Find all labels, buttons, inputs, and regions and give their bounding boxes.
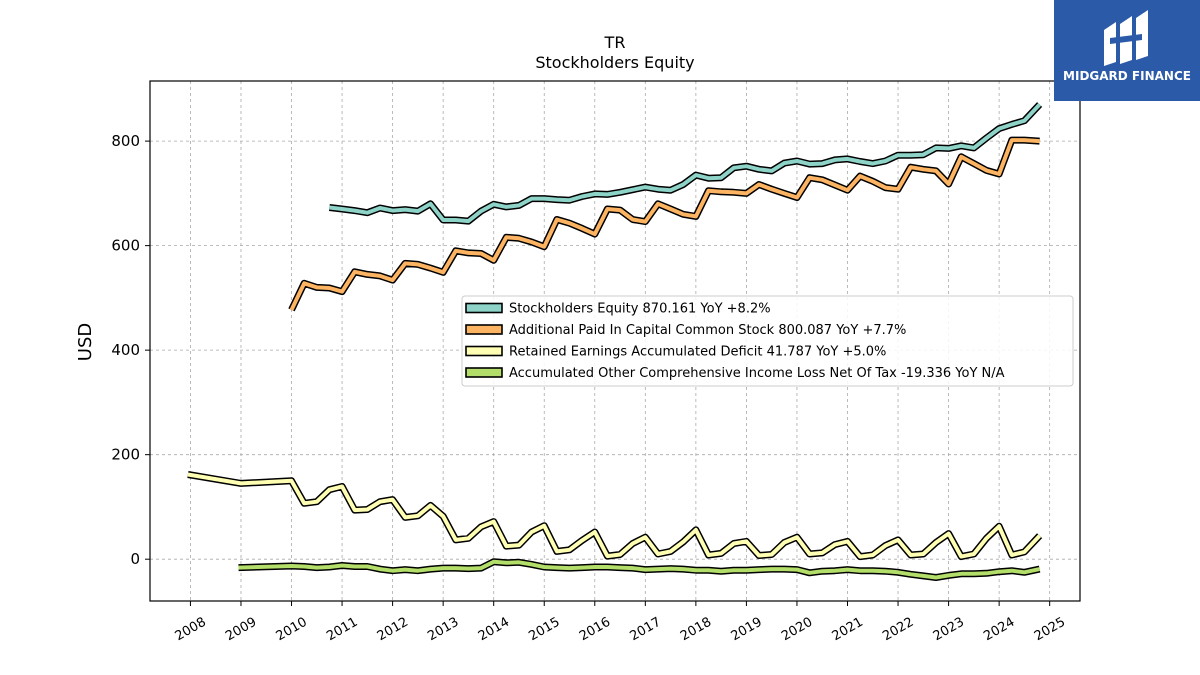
x-tick-label: 2016 xyxy=(577,615,613,645)
x-tick-label: 2013 xyxy=(425,615,461,645)
x-tick-label: 2008 xyxy=(173,615,209,645)
logo-text: MIDGARD FINANCE xyxy=(1063,69,1191,83)
legend-entry-3: Accumulated Other Comprehensive Income L… xyxy=(509,366,1005,381)
legend-swatch-3 xyxy=(465,367,503,378)
x-axis: 2008 2009 2010 2011 2012 2013 2014 2015 2016 2017… xyxy=(173,601,1068,644)
legend-entry-2: Retained Earnings Accumulated Deficit 41… xyxy=(509,345,886,360)
y-tick-label: 200 xyxy=(111,446,140,464)
x-tick-label: 2014 xyxy=(476,615,512,645)
y-axis-label: USD xyxy=(75,323,96,361)
x-tick-label: 2023 xyxy=(931,615,967,645)
x-tick-label: 2015 xyxy=(526,615,562,645)
x-tick-label: 2022 xyxy=(880,615,916,645)
y-tick-label: 800 xyxy=(111,132,140,150)
x-tick-label: 2018 xyxy=(678,615,714,645)
legend-entry-1: Additional Paid In Capital Common Stock … xyxy=(509,323,906,338)
legend: Stockholders Equity 870.161 YoY +8.2% Add… xyxy=(461,295,1074,387)
x-tick-label: 2020 xyxy=(779,615,815,645)
series-line-3 xyxy=(238,559,1041,580)
series-line-2 xyxy=(187,472,1042,559)
y-tick-label: 600 xyxy=(111,237,140,255)
logo-mark-icon xyxy=(1104,10,1148,66)
series-outline-1 xyxy=(288,136,1040,312)
chart-title: TR xyxy=(604,33,626,52)
x-tick-label: 2010 xyxy=(274,615,310,645)
series-line-1 xyxy=(289,138,1040,311)
y-tick-label: 0 xyxy=(130,550,140,568)
legend-box xyxy=(461,295,1074,387)
x-tick-label: 2012 xyxy=(375,615,411,645)
y-tick-label: 400 xyxy=(111,341,140,359)
legend-swatch-1 xyxy=(465,324,503,335)
x-tick-label: 2021 xyxy=(830,615,866,645)
x-tick-label: 2025 xyxy=(1032,615,1068,645)
legend-entry-0: Stockholders Equity 870.161 YoY +8.2% xyxy=(509,302,771,317)
series-outline-2 xyxy=(187,471,1043,561)
x-tick-label: 2009 xyxy=(223,615,259,645)
y-axis: 0 200 400 600 800 xyxy=(111,132,150,568)
plot-area-frame xyxy=(149,80,1081,602)
chart-subtitle: Stockholders Equity xyxy=(535,53,694,72)
series-line-0 xyxy=(329,103,1042,224)
midgard-finance-logo: MIDGARD FINANCE xyxy=(1054,0,1200,101)
x-tick-label: 2017 xyxy=(627,615,663,645)
legend-swatch-2 xyxy=(465,345,503,357)
x-tick-label: 2011 xyxy=(324,615,360,645)
series-lines xyxy=(187,102,1043,581)
x-tick-label: 2024 xyxy=(981,615,1017,645)
legend-swatch-0 xyxy=(465,302,503,314)
x-tick-label: 2019 xyxy=(729,615,765,645)
series-outline-0 xyxy=(328,102,1043,225)
